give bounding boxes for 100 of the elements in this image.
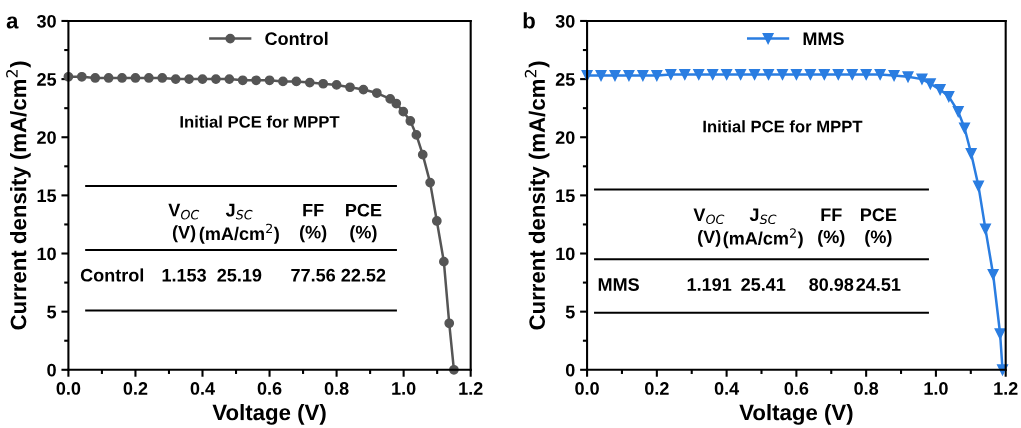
point [358,84,369,95]
annotation: (%) [865,229,892,247]
point [391,98,402,109]
annotation: 1.191 [687,278,732,291]
annotation: 25.41 [741,278,786,291]
point [832,68,844,81]
point [417,149,428,160]
point [916,73,928,85]
x-tick-label: 0.8 [324,382,349,395]
point [237,75,248,86]
point [304,77,315,88]
annotation: (V) [172,225,196,243]
annotation: (%) [299,225,327,243]
point [994,328,1006,340]
point [693,68,705,81]
x-tick-label: 0.4 [714,382,740,395]
x-axis-title: Voltage (V) [212,403,326,425]
y-tick-label: 0 [47,363,56,377]
y-tick-label: 5 [47,305,57,319]
y-tick-label: 30 [36,14,56,28]
x-tick-label: 0.2 [645,382,669,395]
annotation: J$_{SC}$ [749,208,777,225]
point [224,74,235,84]
point [958,122,971,134]
annotation: (V) [698,229,721,247]
point [637,70,649,82]
point [748,68,761,81]
y-tick-label: 10 [556,247,575,261]
y-axis-title: Current density (mA/cm$^{2}$) [6,61,31,330]
y-tick-label: 30 [555,14,575,28]
annotation: J$_{SC}$ [225,203,253,220]
annotation: (%) [350,225,377,243]
point [609,70,621,82]
point [874,68,886,81]
point [103,73,114,83]
annotation: V$_{OC}$ [693,208,725,225]
x-tick-label: 1.2 [459,382,483,395]
point [707,68,719,81]
point [952,106,964,118]
point [184,74,194,84]
point [211,74,221,84]
point [934,84,946,96]
y-tick-label: 5 [565,305,575,319]
point [924,78,936,90]
point [385,94,396,104]
point [776,68,788,81]
annotation: Initial PCE for MPPT [180,115,340,128]
point [197,74,208,84]
point [943,90,955,103]
x-tick-label: 0.0 [56,382,81,395]
point [965,147,977,160]
x-tick-label: 1.2 [994,382,1018,395]
annotation: 1.153 [162,268,206,282]
x-tick-label: 0.2 [123,382,148,395]
annotation: (mA/cm$^{2}$) [723,228,803,249]
point [439,256,449,267]
point [651,70,663,82]
point [130,73,141,83]
point [444,318,455,329]
y-axis-title: Current density (mA/cm$^{2}$) [524,61,550,330]
annotation: Control [80,268,144,282]
x-tick-label: 0.0 [575,382,599,395]
annotation: 22.52 [341,268,386,282]
y-tick-label: 10 [37,247,56,261]
annotation: V$_{OC}$ [168,203,200,220]
x-tick-label: 1.0 [924,382,948,395]
point [331,80,342,90]
annotation: FF [821,208,842,221]
x-tick-label: 0.8 [854,382,879,395]
point [157,73,168,83]
annotation: FF [303,203,324,217]
x-tick-label: 0.6 [257,382,282,395]
point [902,71,914,83]
y-tick-label: 0 [565,363,575,377]
point [804,68,816,81]
x-tick-label: 1.0 [392,382,416,395]
y-tick-label: 15 [556,189,575,203]
annotation: 77.56 [291,268,336,282]
point [251,75,261,86]
point [90,73,101,83]
point [762,68,775,81]
point [735,68,747,81]
point [979,223,992,235]
point [721,68,733,81]
annotation: (%) [818,229,845,247]
point [170,74,181,84]
x-tick-label: 0.6 [784,382,809,395]
annotation: (mA/cm$^{2}$) [199,223,279,244]
point [398,106,409,117]
y-tick-label: 25 [37,73,57,86]
point [987,268,999,281]
point [264,75,275,86]
point [623,70,635,82]
x-tick-label: 0.4 [190,382,215,395]
point [278,76,288,87]
point [411,130,422,140]
point [405,116,416,126]
y-tick-label: 20 [555,131,575,144]
y-tick-label: 20 [37,131,56,144]
point [846,68,858,81]
